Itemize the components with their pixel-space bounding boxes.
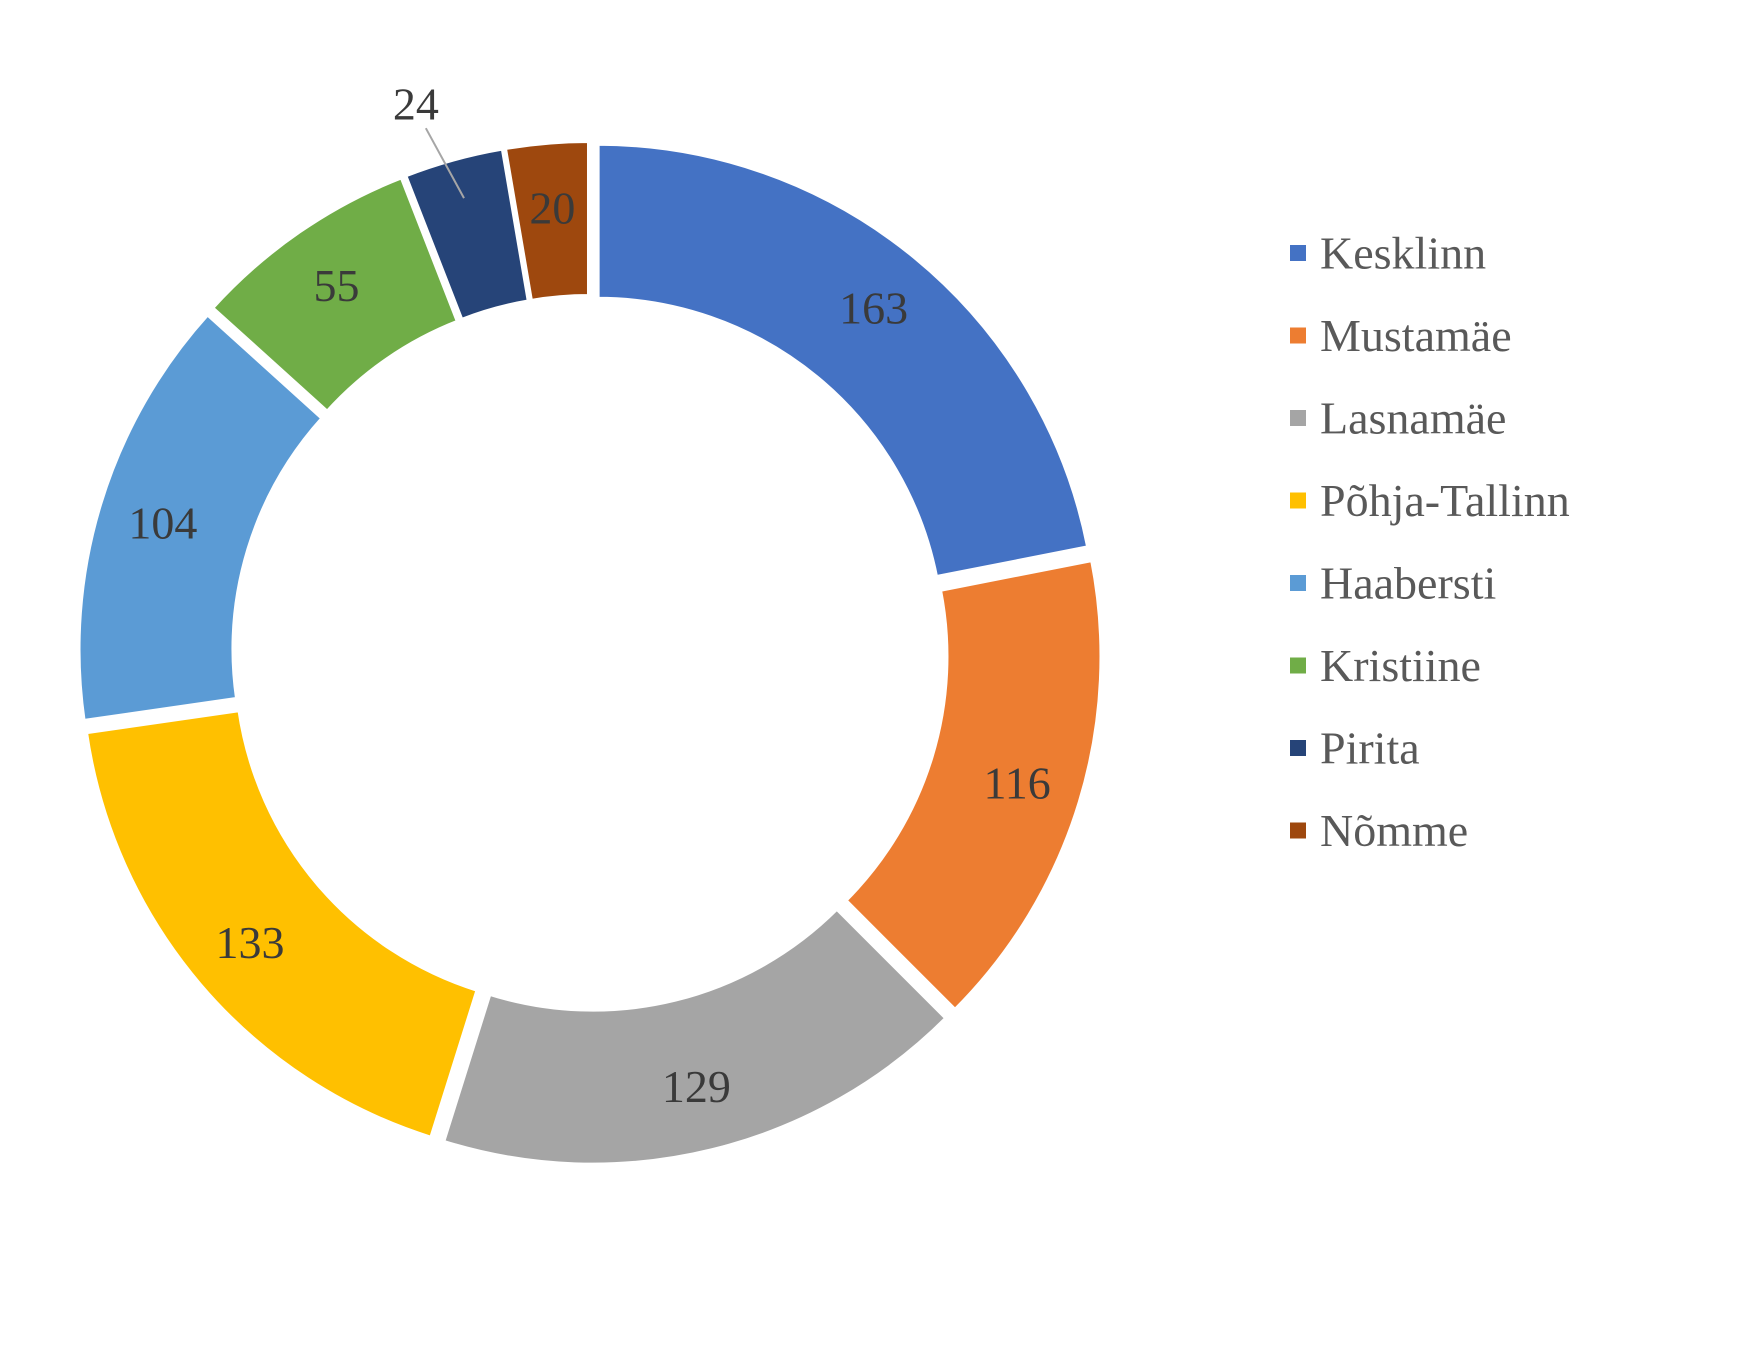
data-label-haabersti: 104 xyxy=(128,497,197,548)
slice-kesklinn xyxy=(595,141,1091,580)
legend-item-kesklinn: Kesklinn xyxy=(1290,228,1486,279)
legend-item-pirita: Pirita xyxy=(1290,723,1420,774)
legend-swatch-lasnamae xyxy=(1290,410,1306,426)
legend-label-mustamae: Mustamäe xyxy=(1320,310,1512,361)
legend-label-pohja-tallinn: Põhja-Tallinn xyxy=(1320,475,1570,526)
data-label-lasnamae: 129 xyxy=(662,1061,731,1112)
slice-nomme xyxy=(502,139,591,304)
slice-pirita xyxy=(402,146,532,323)
data-label-kesklinn: 163 xyxy=(839,283,908,334)
slice-lasnamae xyxy=(440,905,950,1167)
legend-swatch-kesklinn xyxy=(1290,245,1306,261)
legend-swatch-haabersti xyxy=(1290,575,1306,591)
legend-swatch-nomme xyxy=(1290,822,1306,839)
slice-pohja-tallinn xyxy=(83,707,481,1141)
leader-line-pirita xyxy=(424,127,465,199)
legend-item-mustamae: Mustamäe xyxy=(1290,310,1512,361)
legend-swatch-mustamae xyxy=(1290,327,1306,344)
legend-label-kristiine: Kristiine xyxy=(1320,640,1481,691)
slice-mustamae xyxy=(842,557,1104,1013)
legend-item-nomme: Nõmme xyxy=(1290,805,1468,856)
data-label-pohja-tallinn: 133 xyxy=(215,917,284,968)
slice-haabersti xyxy=(76,311,326,724)
data-label-kristiine: 55 xyxy=(313,260,359,311)
legend-item-lasnamae: Lasnamäe xyxy=(1290,393,1506,444)
legend-label-kesklinn: Kesklinn xyxy=(1320,228,1486,279)
data-label-pirita: 24 xyxy=(393,79,439,130)
donut-slices xyxy=(76,139,1104,1167)
data-label-mustamae: 116 xyxy=(983,758,1050,809)
data-labels: 163 116 129 133 104 55 24 20 xyxy=(128,79,1050,1112)
legend-label-lasnamae: Lasnamäe xyxy=(1320,393,1506,444)
legend-item-haabersti: Haabersti xyxy=(1290,558,1496,609)
legend-swatch-kristiine xyxy=(1290,657,1306,674)
slice-kristiine xyxy=(209,174,461,415)
legend-swatch-pirita xyxy=(1290,740,1306,756)
legend-item-pohja-tallinn: Põhja-Tallinn xyxy=(1290,475,1570,526)
legend-item-kristiine: Kristiine xyxy=(1290,640,1481,691)
legend: Kesklinn Mustamäe Lasnamäe Põhja-Tallinn Haa… xyxy=(1290,228,1570,856)
data-label-nomme: 20 xyxy=(529,183,575,234)
legend-label-nomme: Nõmme xyxy=(1320,805,1468,856)
legend-label-pirita: Pirita xyxy=(1320,723,1420,774)
legend-label-haabersti: Haabersti xyxy=(1320,558,1496,609)
legend-swatch-pohja-tallinn xyxy=(1290,492,1306,509)
